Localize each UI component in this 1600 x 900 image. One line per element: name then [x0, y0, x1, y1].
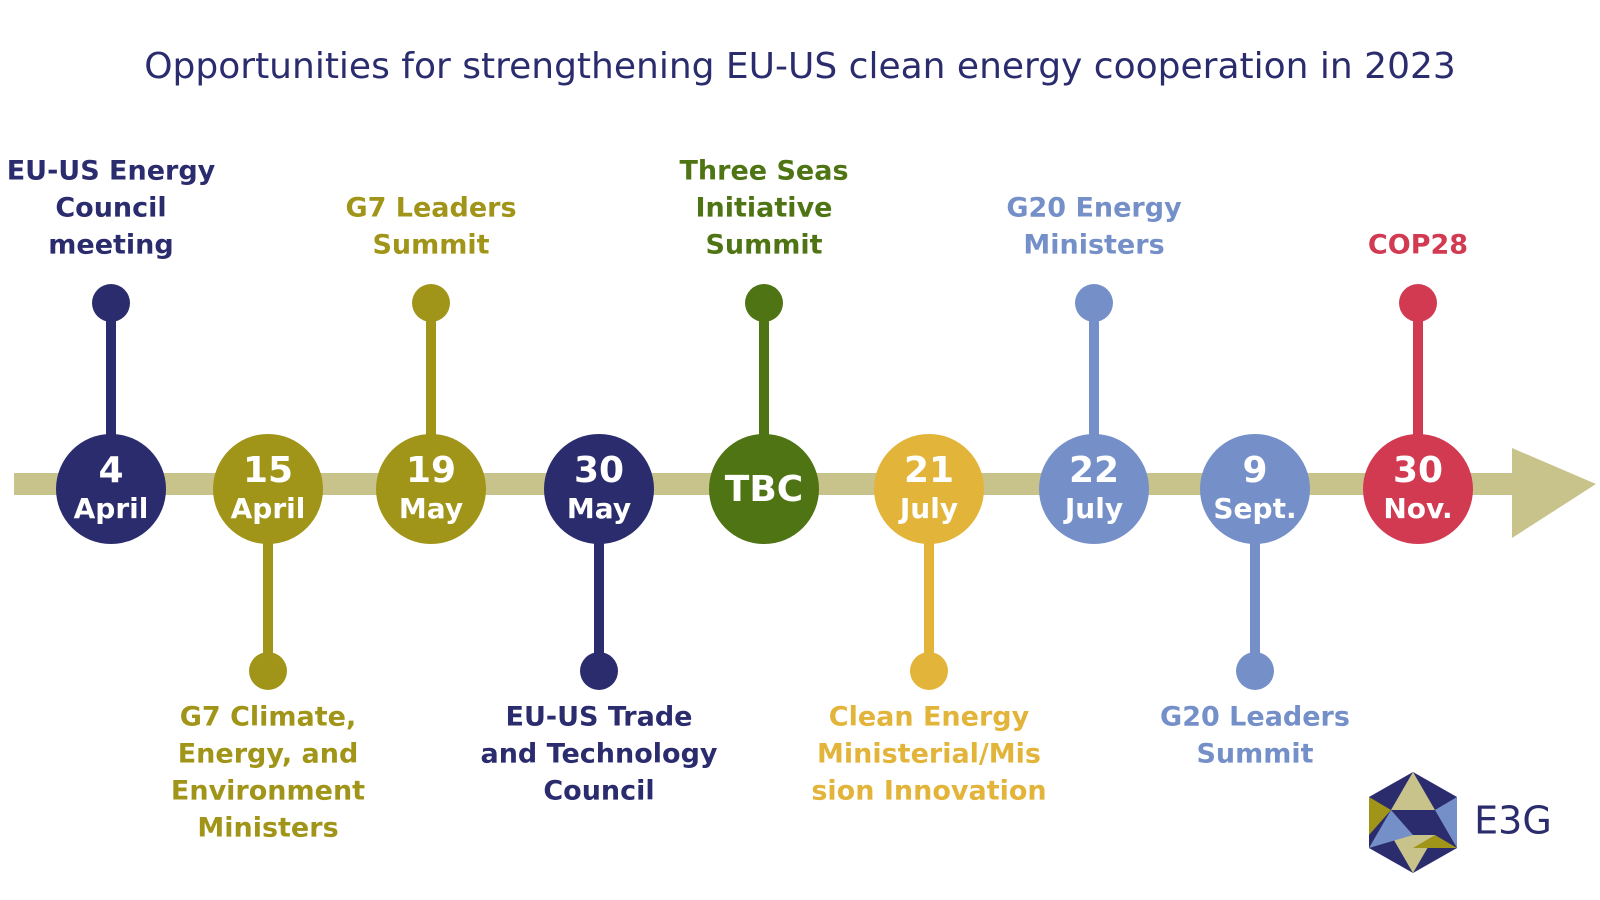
logo-triangle	[1391, 772, 1435, 810]
event-label: Council	[55, 193, 166, 224]
event-label: G20 Leaders	[1160, 702, 1350, 733]
date-circle	[376, 434, 486, 544]
event-label: Initiative	[696, 193, 833, 224]
event-label: Ministerial/Mis	[817, 739, 1041, 770]
event-label: EU-US Trade	[506, 702, 693, 733]
logo-triangle	[1413, 835, 1457, 848]
connector-dot	[412, 284, 450, 322]
date-circle	[213, 434, 323, 544]
event-label: G7 Leaders	[345, 193, 516, 224]
date-month: July	[898, 492, 958, 525]
date-circle	[1363, 434, 1473, 544]
date-circle	[1200, 434, 1310, 544]
title: Opportunities for strengthening EU-US cl…	[144, 46, 1456, 87]
event-label: Summit	[1196, 739, 1313, 770]
date-day: 9	[1242, 450, 1267, 491]
event-label: Ministers	[1023, 230, 1164, 261]
date-circle	[874, 434, 984, 544]
logo: E3G	[1369, 772, 1552, 873]
date-circle	[56, 434, 166, 544]
event-label: Environment	[171, 776, 365, 807]
event-label: Energy, and	[178, 739, 359, 770]
date-day: 4	[98, 450, 123, 491]
date-day: 19	[406, 450, 456, 491]
connector-dot	[580, 652, 618, 690]
event-label: Ministers	[197, 813, 338, 844]
connector-dot	[1075, 284, 1113, 322]
date-month: Nov.	[1383, 492, 1452, 525]
date-day: 15	[243, 450, 293, 491]
connector-dot	[249, 652, 287, 690]
logo-triangle	[1435, 797, 1457, 848]
event-label: G7 Climate,	[180, 702, 357, 733]
date-day: 30	[574, 450, 624, 491]
timeline-arrowhead	[1512, 448, 1596, 538]
event-label: sion Innovation	[811, 776, 1046, 807]
event-label: Three Seas	[679, 156, 848, 187]
event-label: Clean Energy	[829, 702, 1030, 733]
event-label: meeting	[48, 230, 173, 261]
date-day: 22	[1069, 450, 1119, 491]
date-month: May	[567, 492, 631, 525]
date-circle	[544, 434, 654, 544]
date-month: Sept.	[1213, 492, 1296, 525]
event-label: Summit	[705, 230, 822, 261]
date-circle	[1039, 434, 1149, 544]
event-label: G20 Energy	[1006, 193, 1182, 224]
logo-triangle	[1369, 797, 1391, 835]
connector-dot	[910, 652, 948, 690]
date-day: TBC	[725, 469, 803, 510]
event-label: EU-US Energy	[7, 156, 216, 187]
date-circle	[709, 434, 819, 544]
event-label: and Technology	[480, 739, 717, 770]
event-label: Council	[543, 776, 654, 807]
date-month: April	[231, 492, 306, 525]
date-day: 21	[904, 450, 954, 491]
date-month: May	[399, 492, 463, 525]
event-label: COP28	[1368, 230, 1468, 261]
date-month: April	[74, 492, 149, 525]
connector-dot	[745, 284, 783, 322]
connector-dot	[92, 284, 130, 322]
logo-text: E3G	[1474, 799, 1552, 843]
date-month: July	[1063, 492, 1123, 525]
connector-dot	[1399, 284, 1437, 322]
date-day: 30	[1393, 450, 1443, 491]
connector-dot	[1236, 652, 1274, 690]
logo-triangle	[1369, 810, 1413, 848]
event-label: Summit	[372, 230, 489, 261]
